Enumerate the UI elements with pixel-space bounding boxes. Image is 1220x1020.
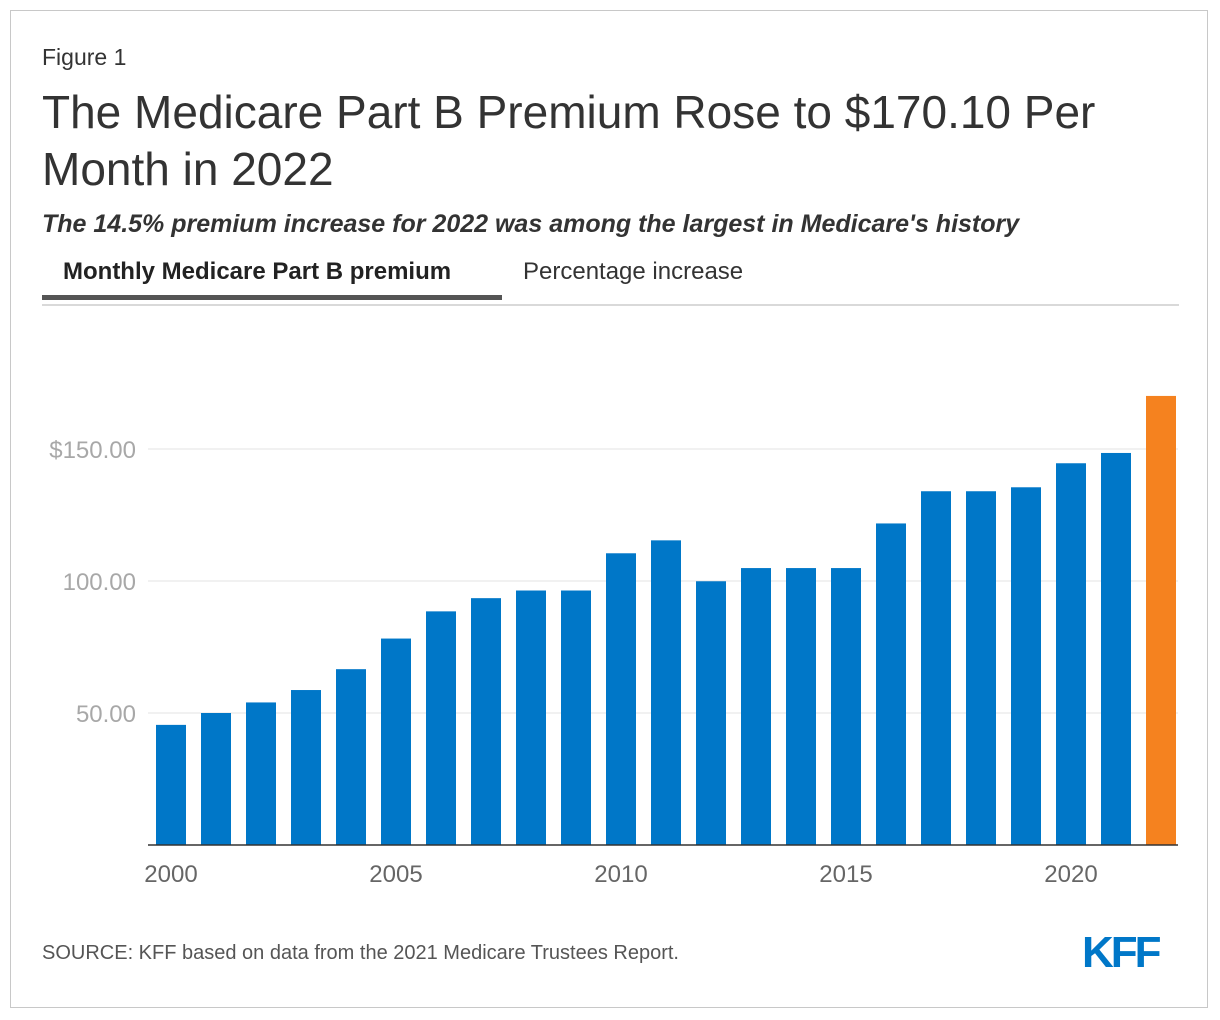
chart-title: The Medicare Part B Premium Rose to $170… [42,86,1096,195]
bar-2013 [741,568,771,845]
bar-2011 [651,540,681,845]
source-note: SOURCE: KFF based on data from the 2021 … [42,942,679,964]
bar-2008 [516,590,546,845]
bar-2018 [966,491,996,845]
figure-label: Figure 1 [42,44,127,70]
bar-2021 [1101,452,1131,845]
bar-2009 [561,590,591,845]
chart-subtitle: The 14.5% premium increase for 2022 was … [42,210,1020,238]
bar-2004 [336,669,366,845]
bar-2012 [696,581,726,845]
bar-2003 [291,690,321,845]
bar-2022 [1146,395,1176,845]
figure-frame [10,10,1208,1008]
y-tick-label: $150.00 [49,437,136,464]
x-tick-label: 2020 [1044,861,1097,888]
y-tick-label: 100.00 [63,569,136,596]
bar-2002 [246,702,276,845]
x-tick-label: 2015 [819,861,872,888]
bar-2020 [1056,463,1086,845]
bar-2001 [201,713,231,845]
bar-2010 [606,553,636,845]
bar-2014 [786,568,816,845]
bar-2006 [426,611,456,845]
x-tick-label: 2005 [369,861,422,888]
bar-2007 [471,598,501,845]
bar-2015 [831,568,861,845]
bar-2016 [876,523,906,845]
bar-2005 [381,638,411,845]
tab-monthly-premium[interactable]: Monthly Medicare Part B premium [42,254,502,300]
kff-logo: KFF [1082,928,1162,977]
chart-tabs: Monthly Medicare Part B premium Percenta… [42,254,1179,306]
x-tick-label: 2000 [144,861,197,888]
bar-2000 [156,724,186,845]
y-tick-label: 50.00 [76,701,136,728]
bar-2017 [921,491,951,845]
bar-2019 [1011,487,1041,845]
x-tick-label: 2010 [594,861,647,888]
tab-percentage-increase[interactable]: Percentage increase [523,258,744,285]
